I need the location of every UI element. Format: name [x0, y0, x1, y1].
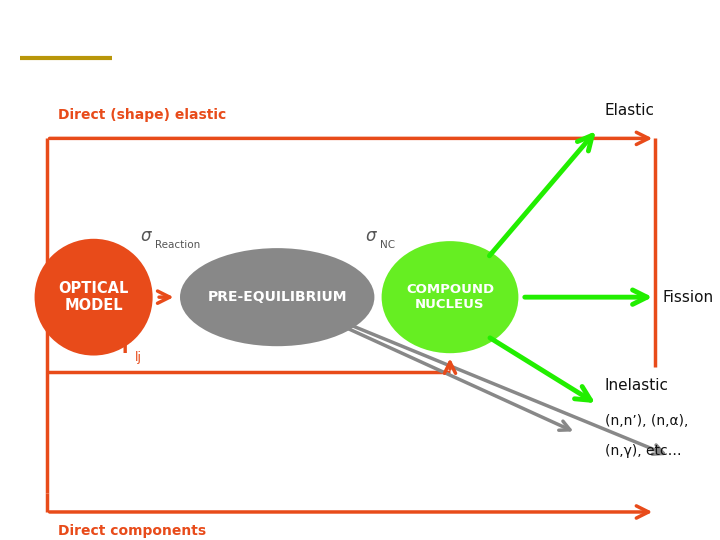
Text: Inelastic: Inelastic [605, 379, 669, 393]
Text: lj: lj [135, 351, 142, 364]
Text: NC: NC [380, 240, 395, 250]
Ellipse shape [180, 248, 374, 346]
Text: Fission: Fission [662, 289, 714, 305]
Text: cea: cea [23, 14, 76, 41]
Text: Direct components: Direct components [58, 524, 206, 538]
Text: Reaction: Reaction [155, 240, 200, 250]
Text: σ: σ [140, 227, 151, 245]
Text: Elastic: Elastic [605, 103, 654, 118]
Text: OPTICAL
MODEL: OPTICAL MODEL [58, 281, 129, 313]
Text: T: T [119, 339, 131, 357]
Text: σ: σ [366, 227, 377, 245]
Ellipse shape [35, 239, 153, 355]
Ellipse shape [382, 241, 518, 353]
Text: (n,γ), etc…: (n,γ), etc… [605, 444, 681, 458]
Text: (n,n’), (n,α),: (n,n’), (n,α), [605, 414, 688, 428]
Text: TIME SCALES AND ASSOCIATED MODELS (3/4): TIME SCALES AND ASSOCIATED MODELS (3/4) [156, 25, 636, 44]
Text: Direct (shape) elastic: Direct (shape) elastic [58, 108, 226, 122]
Text: PRE-EQUILIBRIUM: PRE-EQUILIBRIUM [207, 290, 347, 304]
Text: COMPOUND
NUCLEUS: COMPOUND NUCLEUS [406, 283, 494, 311]
Text: DE LA RECHERCHE À L'INDUSTRIE: DE LA RECHERCHE À L'INDUSTRIE [23, 6, 107, 11]
